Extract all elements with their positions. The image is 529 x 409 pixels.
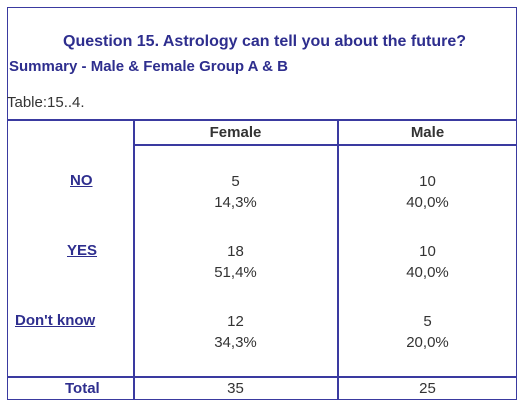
total-label: Total — [65, 380, 100, 397]
header-top-divider — [7, 119, 517, 121]
table-id: Table:15..4. — [7, 94, 85, 111]
total-female: 35 — [227, 380, 244, 397]
report-frame — [7, 7, 517, 400]
column-header-male: Male — [410, 124, 445, 141]
row-label-dont-know[interactable]: Don't know — [15, 312, 96, 329]
female-no-cell: 5 14,3% — [134, 171, 337, 213]
female-no-percent: 14,3% — [214, 194, 257, 211]
female-dont-know-count: 12 — [227, 313, 244, 330]
male-yes-cell: 10 40,0% — [338, 241, 517, 283]
female-no-count: 5 — [231, 173, 240, 190]
male-dont-know-count: 5 — [423, 313, 432, 330]
male-yes-percent: 40,0% — [406, 264, 449, 281]
row-label-no[interactable]: NO — [70, 172, 93, 189]
female-yes-cell: 18 51,4% — [134, 241, 337, 283]
male-dont-know-percent: 20,0% — [406, 334, 449, 351]
column-header-female: Female — [209, 124, 262, 141]
male-no-cell: 10 40,0% — [338, 171, 517, 213]
male-dont-know-cell: 5 20,0% — [338, 311, 517, 353]
female-yes-percent: 51,4% — [214, 264, 257, 281]
male-yes-count: 10 — [419, 243, 436, 260]
female-yes-count: 18 — [227, 243, 244, 260]
female-dont-know-percent: 34,3% — [214, 334, 257, 351]
header-bottom-divider — [133, 144, 517, 146]
page-title: Question 15. Astrology can tell you abou… — [63, 33, 466, 50]
female-male-divider — [337, 119, 339, 400]
total-male: 25 — [419, 380, 436, 397]
male-no-count: 10 — [419, 173, 436, 190]
row-label-yes[interactable]: YES — [67, 242, 98, 259]
male-no-percent: 40,0% — [406, 194, 449, 211]
female-dont-know-cell: 12 34,3% — [134, 311, 337, 353]
total-top-divider — [7, 376, 517, 378]
page-subtitle: Summary - Male & Female Group A & B — [9, 58, 288, 75]
label-column-divider — [133, 119, 135, 400]
